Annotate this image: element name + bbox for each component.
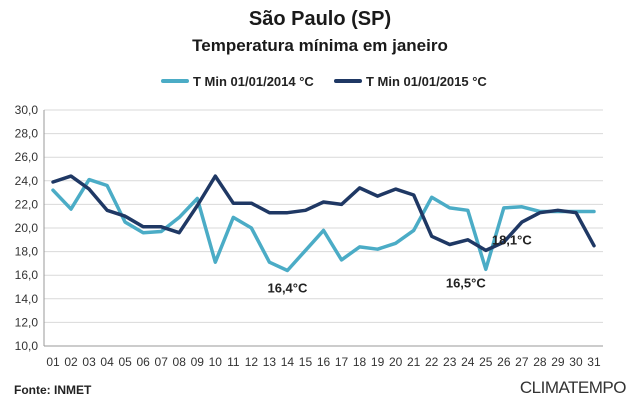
x-tick-label: 27 <box>515 355 529 369</box>
y-tick-label: 28,0 <box>15 127 39 141</box>
x-tick-label: 14 <box>281 355 295 369</box>
data-label: 16,4°C <box>267 280 308 295</box>
chart-subtitle: Temperatura mínima em janeiro <box>192 36 448 55</box>
x-tick-label: 23 <box>443 355 457 369</box>
x-tick-label: 06 <box>136 355 150 369</box>
y-tick-label: 26,0 <box>15 150 39 164</box>
x-tick-label: 09 <box>191 355 205 369</box>
x-tick-label: 02 <box>64 355 78 369</box>
y-tick-label: 16,0 <box>15 268 39 282</box>
x-tick-label: 16 <box>317 355 331 369</box>
x-tick-label: 04 <box>100 355 114 369</box>
x-tick-label: 21 <box>407 355 421 369</box>
x-tick-label: 05 <box>118 355 132 369</box>
x-tick-label: 30 <box>569 355 583 369</box>
x-tick-label: 29 <box>551 355 565 369</box>
x-tick-label: 24 <box>461 355 475 369</box>
x-tick-label: 03 <box>82 355 96 369</box>
x-tick-label: 31 <box>587 355 601 369</box>
x-tick-label: 20 <box>389 355 403 369</box>
series-line-2015 <box>51 174 596 253</box>
data-label: 16,5°C <box>446 275 487 290</box>
x-tick-label: 13 <box>263 355 277 369</box>
y-tick-label: 18,0 <box>15 245 39 259</box>
x-tick-label: 26 <box>497 355 511 369</box>
x-tick-label: 15 <box>299 355 313 369</box>
y-tick-label: 10,0 <box>15 339 39 353</box>
x-tick-label: 01 <box>46 355 60 369</box>
x-tick-label: 18 <box>353 355 367 369</box>
source-note: Fonte: INMET <box>14 383 92 397</box>
x-tick-label: 19 <box>371 355 385 369</box>
legend-label: T Min 01/01/2015 °C <box>366 74 487 89</box>
x-tick-label: 12 <box>245 355 259 369</box>
x-tick-label: 07 <box>155 355 169 369</box>
data-label: 18,1°C <box>492 232 533 247</box>
y-tick-label: 22,0 <box>15 197 39 211</box>
y-tick-label: 30,0 <box>15 103 39 117</box>
series-line-2014 <box>51 177 596 273</box>
brand-logo: CLIMATEMPO <box>519 378 627 397</box>
x-tick-label: 11 <box>227 355 240 369</box>
y-tick-label: 20,0 <box>15 221 39 235</box>
chart-title: São Paulo (SP) <box>248 8 392 30</box>
y-tick-label: 12,0 <box>15 315 39 329</box>
y-tick-label: 14,0 <box>15 292 39 306</box>
x-tick-label: 25 <box>479 355 493 369</box>
x-tick-label: 28 <box>533 355 547 369</box>
y-tick-label: 24,0 <box>15 174 39 188</box>
x-tick-label: 10 <box>209 355 223 369</box>
x-tick-label: 08 <box>173 355 187 369</box>
legend-label: T Min 01/01/2014 °C <box>193 74 314 89</box>
x-tick-label: 17 <box>335 355 349 369</box>
x-tick-label: 22 <box>425 355 439 369</box>
